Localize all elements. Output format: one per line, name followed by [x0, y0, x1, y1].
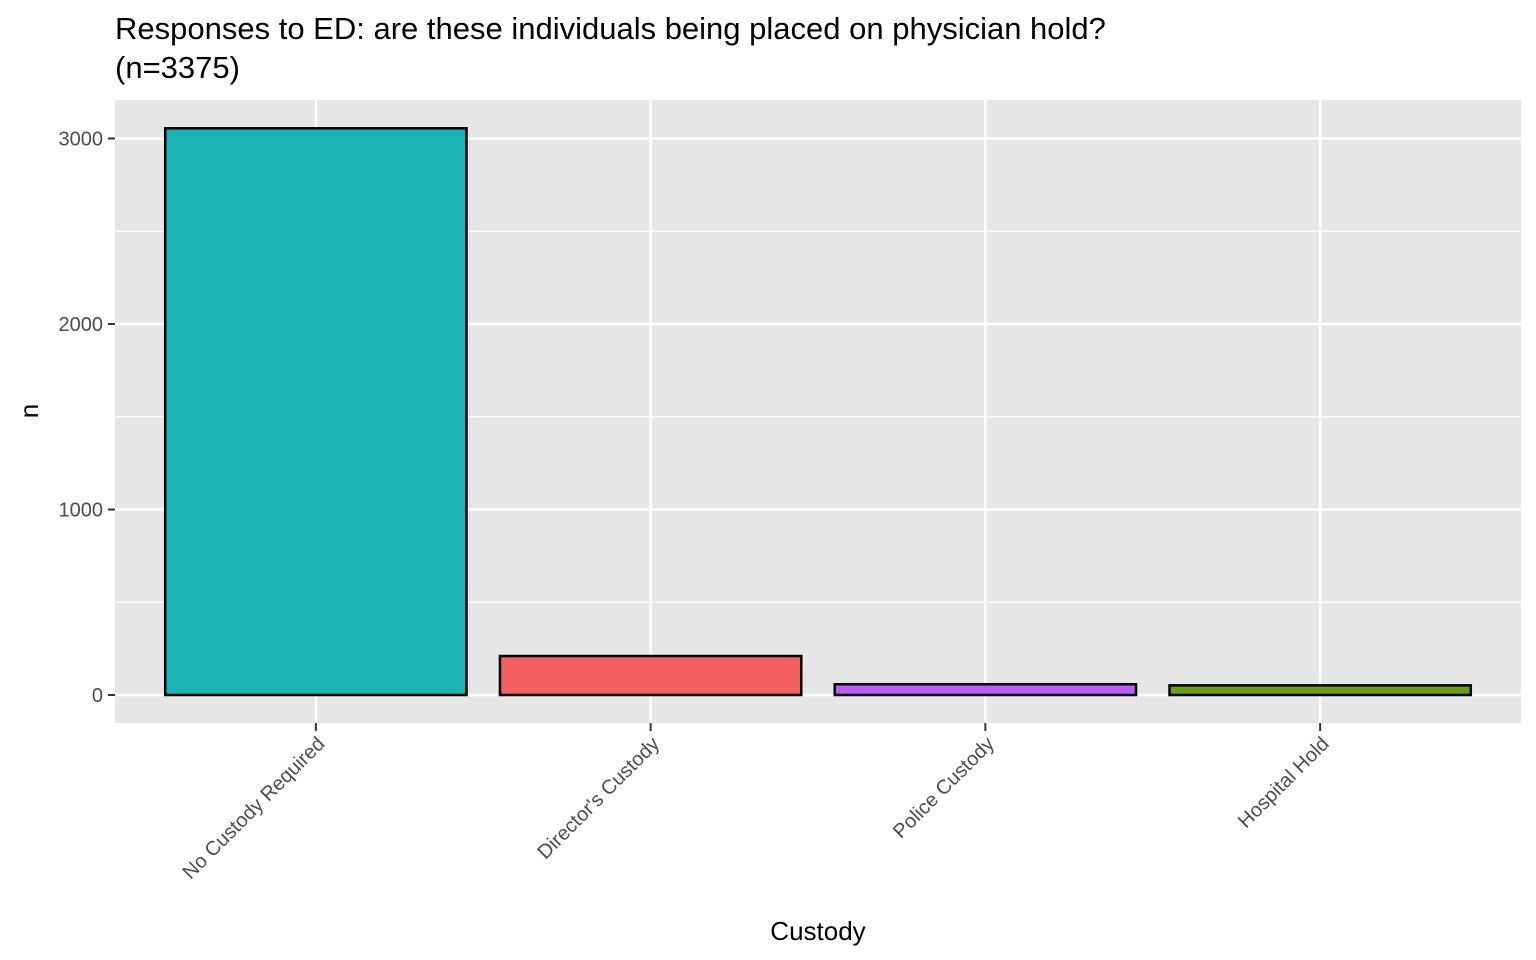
x-tick-label: No Custody Required [179, 733, 330, 884]
y-tick-label: 1000 [59, 500, 104, 522]
x-tick-label: Director's Custody [534, 733, 665, 864]
bar [163, 127, 468, 697]
y-tick-label: 2000 [59, 314, 104, 336]
y-axis: 0 1000 2000 3000 [59, 129, 115, 707]
x-axis: No Custody Required Director's Custody Pol… [179, 723, 1334, 884]
y-tick-label: 3000 [59, 129, 104, 151]
x-tick-label: Police Custody [889, 733, 999, 843]
bar [498, 654, 803, 697]
bar [1168, 684, 1473, 697]
bars [163, 127, 1473, 697]
chart-title: Responses to ED: are these individuals b… [115, 11, 1106, 46]
x-tick-label: Hospital Hold [1234, 733, 1334, 833]
y-tick-label: 0 [92, 685, 103, 707]
x-axis-title: Custody [770, 916, 865, 946]
bar [833, 682, 1138, 697]
y-axis-title: n [14, 404, 44, 418]
chart-subtitle: (n=3375) [115, 50, 240, 85]
